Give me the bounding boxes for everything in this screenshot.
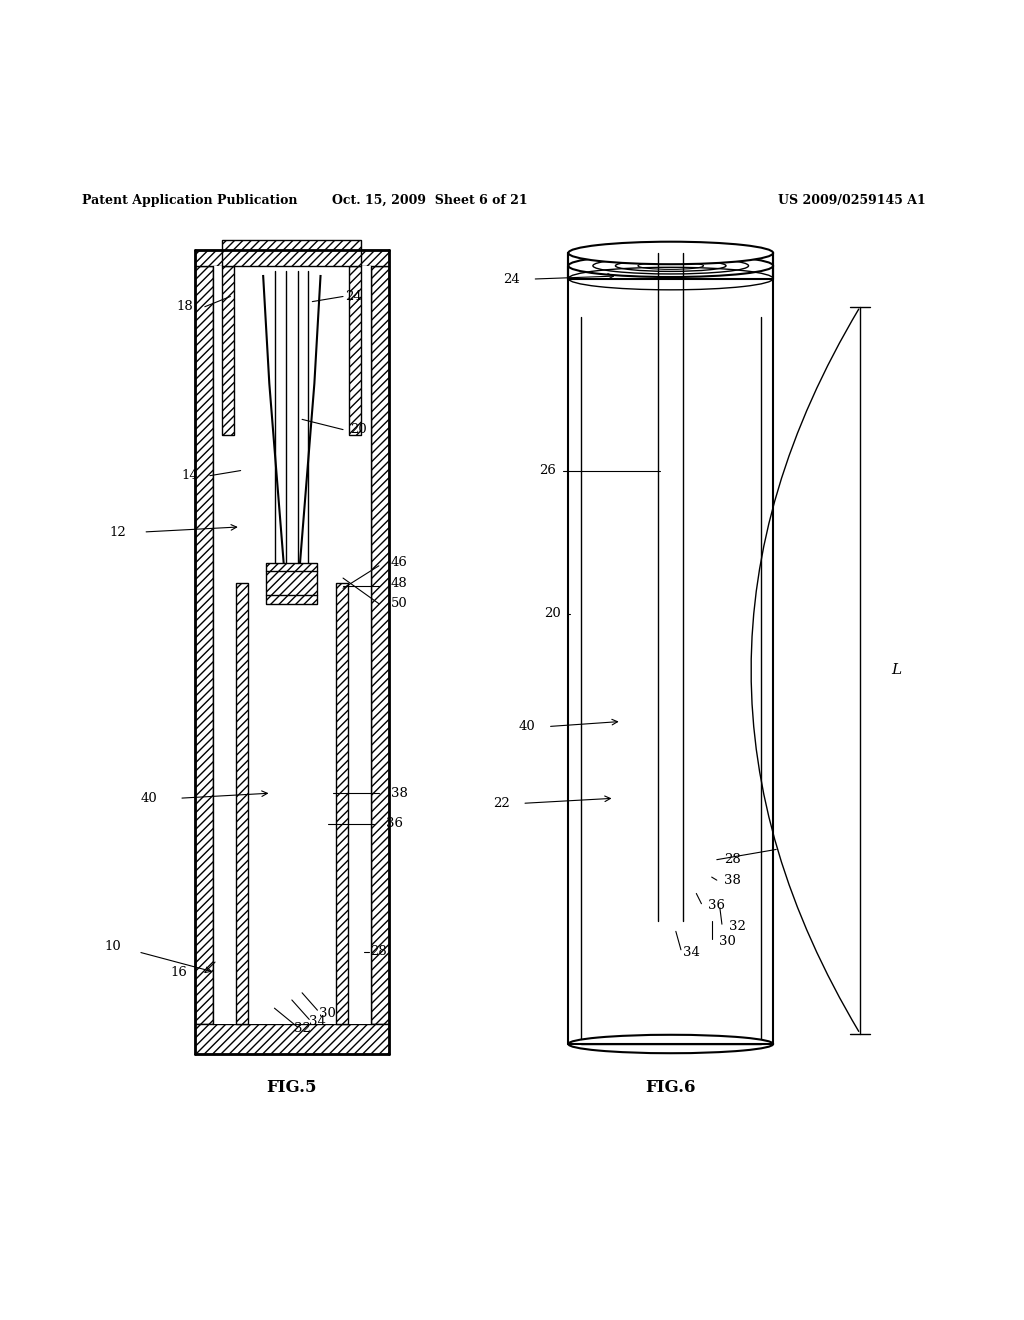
Text: 20: 20 xyxy=(350,424,367,436)
Text: 40: 40 xyxy=(519,721,536,733)
Text: 24: 24 xyxy=(504,272,520,285)
Ellipse shape xyxy=(593,257,749,275)
Text: 30: 30 xyxy=(319,1007,336,1020)
Text: 28: 28 xyxy=(371,945,387,958)
Text: 46: 46 xyxy=(391,556,408,569)
Bar xyxy=(195,265,213,1023)
Bar xyxy=(336,583,348,1023)
Bar xyxy=(266,562,317,603)
Bar xyxy=(349,265,361,434)
Text: 32: 32 xyxy=(294,1022,310,1035)
Text: Oct. 15, 2009  Sheet 6 of 21: Oct. 15, 2009 Sheet 6 of 21 xyxy=(332,194,528,207)
Bar xyxy=(349,265,361,434)
Bar xyxy=(266,562,317,603)
Text: 26: 26 xyxy=(540,465,556,477)
Bar xyxy=(195,1023,389,1055)
Bar xyxy=(213,265,371,1023)
Text: Patent Application Publication: Patent Application Publication xyxy=(82,194,297,207)
Text: 30: 30 xyxy=(719,935,735,948)
Bar xyxy=(568,253,773,279)
Text: 38: 38 xyxy=(724,874,740,887)
Text: 36: 36 xyxy=(709,899,725,912)
Text: 10: 10 xyxy=(104,940,121,953)
Text: 22: 22 xyxy=(494,797,510,810)
Ellipse shape xyxy=(568,242,773,264)
Text: 16: 16 xyxy=(171,966,187,979)
Text: 14: 14 xyxy=(181,469,198,482)
Text: 36: 36 xyxy=(386,817,402,830)
Bar xyxy=(222,240,361,265)
Text: 24: 24 xyxy=(345,290,361,304)
Bar xyxy=(222,240,361,265)
Ellipse shape xyxy=(568,255,773,277)
Text: 38: 38 xyxy=(391,787,408,800)
Bar xyxy=(236,583,248,1023)
Text: 34: 34 xyxy=(683,946,699,960)
Text: 18: 18 xyxy=(176,300,193,313)
Ellipse shape xyxy=(615,260,726,272)
Bar xyxy=(195,265,213,1023)
Bar xyxy=(336,583,348,1023)
Text: 32: 32 xyxy=(729,920,745,933)
Bar xyxy=(195,1023,389,1055)
Bar xyxy=(195,251,389,265)
Text: 20: 20 xyxy=(545,607,561,620)
Text: 12: 12 xyxy=(110,525,126,539)
Text: US 2009/0259145 A1: US 2009/0259145 A1 xyxy=(778,194,926,207)
Text: 48: 48 xyxy=(391,577,408,590)
Text: 50: 50 xyxy=(391,597,408,610)
Text: 40: 40 xyxy=(140,792,157,805)
Text: 28: 28 xyxy=(724,853,740,866)
Bar xyxy=(371,265,389,1023)
Bar xyxy=(195,251,389,265)
Text: L: L xyxy=(891,663,901,677)
Ellipse shape xyxy=(568,1035,773,1053)
Ellipse shape xyxy=(638,263,703,269)
Text: FIG.6: FIG.6 xyxy=(645,1078,696,1096)
Bar xyxy=(222,265,234,434)
Bar xyxy=(371,265,389,1023)
Text: 34: 34 xyxy=(309,1015,326,1028)
Bar xyxy=(222,265,234,434)
Bar xyxy=(236,583,248,1023)
Text: FIG.5: FIG.5 xyxy=(266,1078,317,1096)
